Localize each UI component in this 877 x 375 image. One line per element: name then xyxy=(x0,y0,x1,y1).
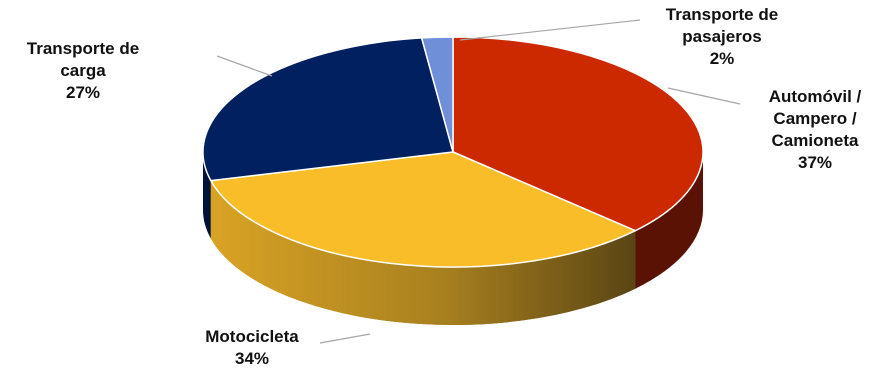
pie-side-front xyxy=(210,180,636,326)
slice-name-label: Transporte de xyxy=(27,39,139,58)
slice-name-label: Transporte de xyxy=(666,5,778,24)
pie-slice-3 xyxy=(420,36,454,153)
slice-percent-label: 2% xyxy=(710,49,735,68)
slice-name-label: carga xyxy=(60,61,106,80)
slice-percent-label: 34% xyxy=(235,349,269,368)
slice-name-label: pasajeros xyxy=(682,27,761,46)
leader-line-3 xyxy=(459,19,641,41)
slice-name-label: Automóvil / xyxy=(769,87,862,106)
pie-tops xyxy=(202,36,704,268)
leader-line-0 xyxy=(667,87,741,105)
leader-line-2 xyxy=(216,55,273,77)
pie-slice-1 xyxy=(209,151,638,268)
pie-slice-0 xyxy=(452,36,704,232)
slice-percent-label: 27% xyxy=(66,83,100,102)
slice-name-label: Camioneta xyxy=(772,131,859,150)
slice-labels: Automóvil / Campero / Camioneta 37% Motocicl… xyxy=(27,5,862,368)
pie-slice-2 xyxy=(202,37,454,182)
slice-name-label: Motocicleta xyxy=(205,327,299,346)
pie-side-0 xyxy=(635,152,703,289)
leader-lines xyxy=(216,19,741,344)
leader-line-1 xyxy=(319,333,371,344)
slice-percent-label: 37% xyxy=(798,153,832,172)
pie-side-2 xyxy=(203,152,211,239)
slice-name-label: Campero / xyxy=(773,109,856,128)
